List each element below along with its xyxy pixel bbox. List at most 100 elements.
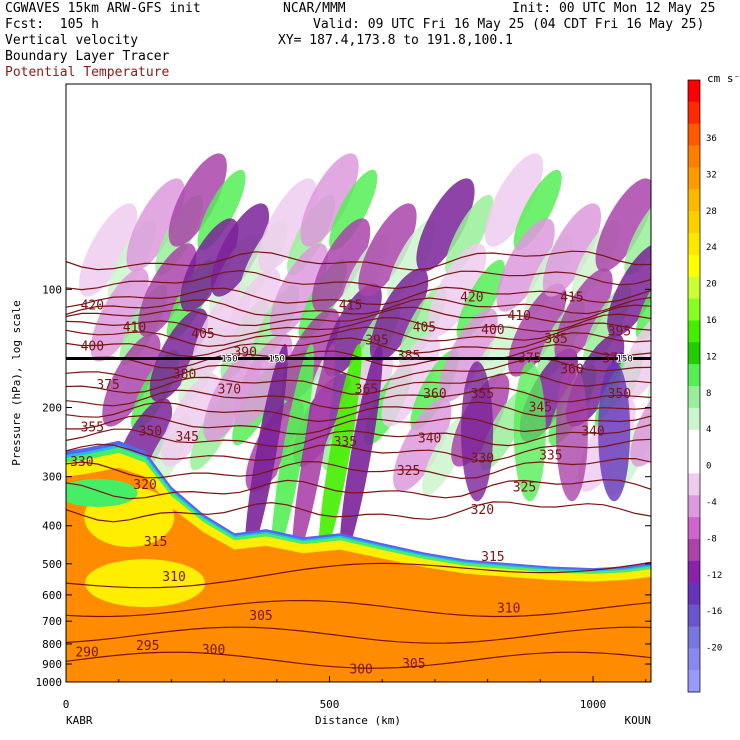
theta-label: 320 — [471, 503, 494, 518]
theta-contour — [66, 458, 651, 480]
tropopause-label: 150 — [269, 354, 285, 364]
updraft-cell — [618, 308, 651, 402]
convective-tower — [292, 343, 336, 561]
boundary-layer-tracer-field — [66, 440, 651, 682]
updraft-cell — [381, 333, 440, 427]
colorbar-label: -12 — [706, 571, 722, 581]
field-boundary-layer-tracer: Boundary Layer Tracer — [5, 49, 170, 64]
colorbar-swatch — [688, 364, 700, 387]
theta-label: 375 — [518, 351, 541, 366]
theta-label: 320 — [133, 478, 156, 493]
updraft-cell — [630, 373, 651, 467]
colorbar-swatch — [688, 123, 700, 147]
field-potential-temperature: Potential Temperature — [5, 65, 170, 80]
forecast-hour: Fcst: 105 h — [5, 17, 99, 32]
colorbar-swatch — [688, 604, 700, 627]
y-tick-label: 900 — [42, 658, 62, 671]
theta-contour — [66, 501, 651, 523]
wave-cell — [555, 361, 588, 502]
theta-label: 310 — [162, 570, 185, 585]
colorbar-label: 16 — [706, 316, 717, 326]
colorbar-swatch — [688, 211, 700, 234]
theta-label: 305 — [249, 609, 272, 624]
tropopause-label: 150 — [221, 354, 237, 364]
updraft-cell — [210, 203, 270, 297]
theta-contour — [66, 269, 651, 291]
theta-label: 400 — [81, 340, 104, 355]
theta-label: 340 — [418, 432, 441, 447]
theta-label: 385 — [397, 349, 420, 364]
theta-label: 360 — [560, 362, 583, 377]
convective-tower — [339, 343, 383, 561]
theta-label: 325 — [513, 481, 536, 496]
theta-label: 330 — [70, 455, 93, 470]
updraft-cell — [168, 153, 227, 247]
updraft-cell — [258, 178, 317, 272]
x-tick-label: 1000 — [580, 698, 607, 711]
x-tick-label: 0 — [63, 698, 70, 711]
downdraft-cell — [513, 169, 562, 251]
updraft-cell — [484, 153, 544, 247]
colorbar-unit: cm s⁻¹ — [707, 72, 740, 85]
theta-label: 365 — [355, 383, 378, 398]
colorbar-swatch — [688, 560, 700, 584]
colorbar-swatch — [688, 386, 700, 409]
colorbar-swatch — [688, 582, 700, 606]
wave-cell — [461, 361, 494, 502]
tracer-orange — [66, 467, 651, 682]
colorbar-label: 12 — [706, 352, 717, 362]
valid-time: Valid: 09 UTC Fri 16 May 25 (04 CDT Fri … — [313, 17, 705, 32]
y-tick-label: 800 — [42, 638, 62, 651]
theta-contour — [66, 357, 651, 382]
colorbar-swatch — [688, 298, 700, 321]
colorbar-swatch — [688, 342, 700, 365]
convective-tower — [244, 343, 288, 561]
tracer-yellow-patch — [85, 559, 206, 608]
colorbar-swatch — [688, 517, 700, 540]
theta-label: 395 — [608, 324, 631, 339]
downdraft-cell — [456, 259, 505, 341]
theta-contour — [66, 322, 651, 348]
theta-label: 410 — [508, 309, 531, 324]
colorbar-swatch — [688, 539, 700, 562]
theta-label: 310 — [497, 602, 520, 617]
colorbar-label: -8 — [706, 534, 717, 544]
theta-label: 415 — [339, 299, 362, 314]
org-label: NCAR/MMM — [283, 1, 346, 16]
theta-contour — [66, 296, 651, 317]
theta-label: 350 — [139, 424, 162, 439]
theta-contour — [66, 438, 651, 462]
y-tick-label: 700 — [42, 615, 62, 628]
theta-label: 385 — [544, 332, 567, 347]
theta-label: 405 — [413, 320, 436, 335]
updraft-cell — [126, 178, 185, 272]
colorbar-swatch — [688, 407, 700, 431]
theta-contour — [66, 304, 651, 327]
theta-label: 340 — [581, 424, 604, 439]
updraft-cell — [203, 348, 262, 442]
theta-label: 345 — [529, 401, 552, 416]
theta-contour-low — [66, 651, 651, 669]
theta-label: 400 — [481, 323, 504, 338]
theta-label: 335 — [539, 449, 562, 464]
colorbar-swatch — [688, 626, 700, 649]
theta-label: 390 — [233, 346, 256, 361]
colorbar-swatch — [688, 670, 700, 693]
updraft-cell — [439, 308, 498, 402]
downdraft-cell — [624, 194, 651, 276]
x-end-left: KABR — [66, 714, 93, 727]
cross-section-endpoints: XY= 187.4,173.8 to 191.8,100.1 — [278, 33, 513, 48]
potential-temperature-contours — [66, 250, 651, 669]
theta-label: 420 — [81, 299, 104, 314]
updraft-cell — [161, 373, 220, 467]
theta-label: 305 — [402, 657, 425, 672]
theta-label: 300 — [349, 663, 372, 678]
colorbar-swatch — [688, 276, 700, 300]
updraft-cell — [393, 398, 452, 492]
theta-label: 410 — [123, 320, 146, 335]
colorbar-label: 4 — [706, 425, 711, 435]
theta-label: 300 — [202, 643, 225, 658]
theta-contour-low — [66, 626, 651, 644]
